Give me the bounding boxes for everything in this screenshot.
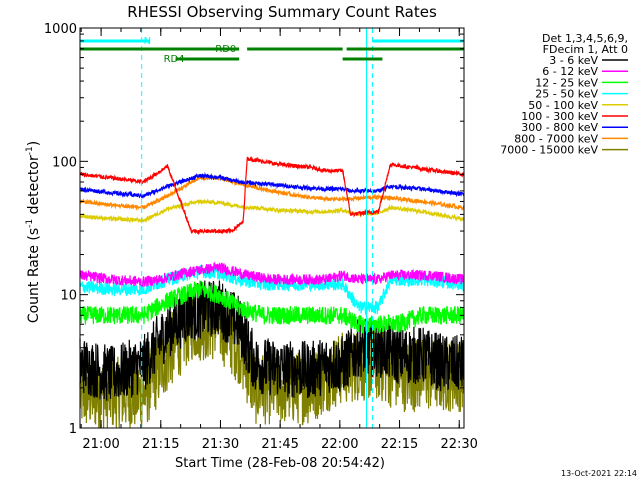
y-axis-label: Count Rate (s-1 detector-1) xyxy=(25,141,42,323)
y-tick-label-0: 1 xyxy=(69,422,77,437)
series-line-1 xyxy=(79,261,465,287)
y-tick-label-1: 10 xyxy=(60,289,77,304)
ylabel-sup2: -1 xyxy=(25,146,35,155)
x-tick-label-4: 22:00 xyxy=(321,437,358,452)
chart-title: RHESSI Observing Summary Count Rates xyxy=(127,3,437,21)
legend-label-1: 6 - 12 keV xyxy=(542,65,598,78)
flag-label-n: N xyxy=(144,36,151,47)
x-tick-label-2: 21:30 xyxy=(202,437,239,452)
x-tick-label-0: 21:00 xyxy=(82,437,119,452)
x-tick-label-6: 22:30 xyxy=(440,437,477,452)
legend-header-2: FDecim 1, Att 0 xyxy=(543,43,628,56)
legend-header-1: Det 1,3,4,5,6,9, xyxy=(542,32,628,45)
legend-label-8: 7000 - 15000 keV xyxy=(500,144,598,157)
y-tick-label-3: 1000 xyxy=(44,22,77,37)
x-tick-label-1: 21:15 xyxy=(142,437,179,452)
flag-label-rd0: RD0 xyxy=(215,44,236,55)
plot-frame xyxy=(79,27,465,429)
ylabel-main: Count Rate (s xyxy=(26,228,42,323)
series-line-5 xyxy=(79,155,465,236)
y-tick-label-2: 100 xyxy=(52,155,77,170)
svg-text:Count Rate (s-1 detector-1): Count Rate (s-1 detector-1) xyxy=(25,141,42,323)
flag-label-rd4: RD4 xyxy=(164,54,185,65)
legend-label-2: 12 - 25 keV xyxy=(535,76,598,89)
x-tick-label-3: 21:45 xyxy=(261,437,298,452)
series-line-6 xyxy=(79,171,465,200)
series-line-4 xyxy=(79,198,465,225)
series-line-7 xyxy=(79,173,465,212)
legend: Det 1,3,4,5,6,9, FDecim 1, Att 0 3 - 6 k… xyxy=(500,32,628,157)
x-tick-label-5: 22:15 xyxy=(381,437,418,452)
axes: 1 10 100 1000 21:00 21:15 21:30 21:45 22:00 22:15… xyxy=(44,22,478,452)
x-axis-label: Start Time (28-Feb-08 20:54:42) xyxy=(175,456,385,471)
series-line-2 xyxy=(79,280,465,335)
ylabel-mid: detector xyxy=(26,155,42,219)
series-line-8 xyxy=(79,288,465,429)
plot-area: N RD0 RD4 xyxy=(79,28,465,429)
footer-timestamp: 13-Oct-2021 22:14 xyxy=(561,469,637,478)
legend-label-3: 25 - 50 keV xyxy=(535,88,598,101)
ylabel-end: ) xyxy=(26,141,42,146)
legend-label-5: 100 - 300 keV xyxy=(521,110,598,123)
legend-label-4: 50 - 100 keV xyxy=(528,99,598,112)
legend-label-0: 3 - 6 keV xyxy=(549,54,598,67)
legend-label-6: 300 - 800 keV xyxy=(521,121,598,134)
legend-label-7: 800 - 7000 keV xyxy=(514,132,598,145)
ylabel-sup1: -1 xyxy=(25,219,35,228)
